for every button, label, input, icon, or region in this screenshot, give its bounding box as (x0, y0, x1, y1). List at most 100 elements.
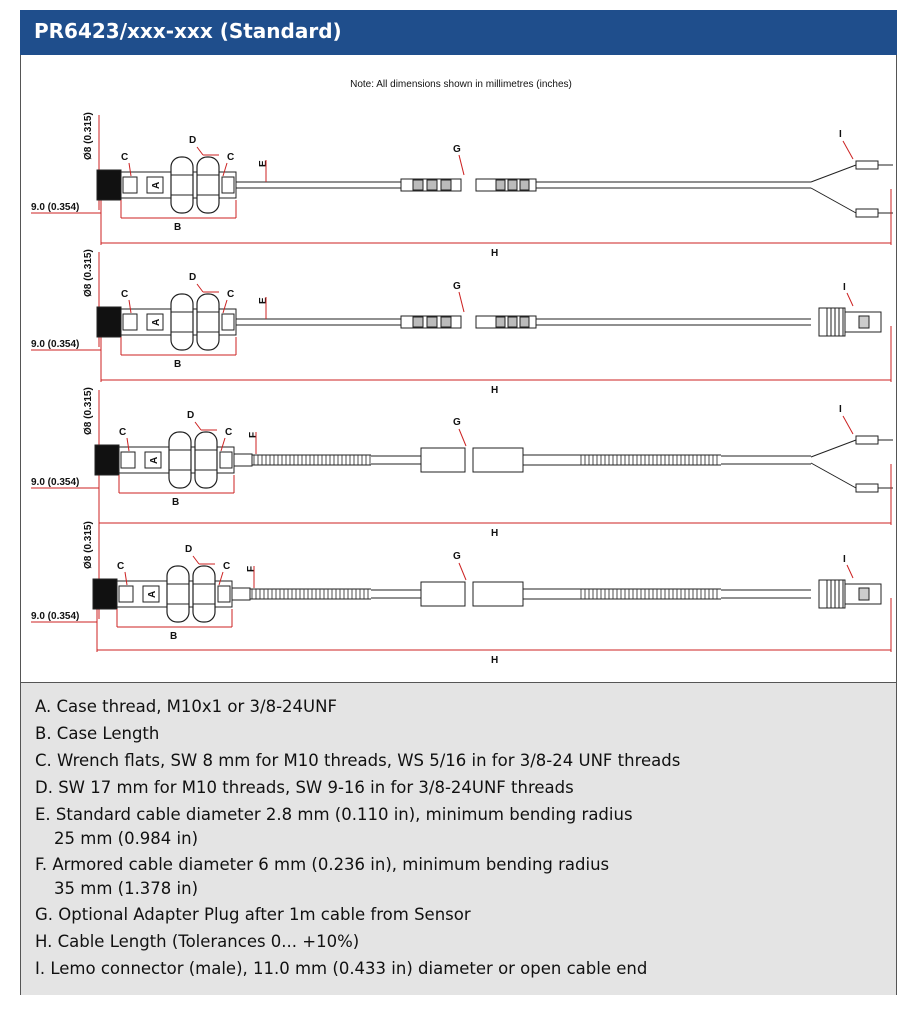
leader-line (846, 292, 854, 307)
label-f: F (246, 566, 257, 572)
leader-line (458, 291, 465, 313)
header-bar: PR6423/xxx-xxx (Standard) (20, 10, 897, 55)
label-c-right: C (227, 152, 234, 163)
diameter-label: Ø8 (0.315) (83, 521, 94, 569)
sensor-drawing-1: Ø8 (0.315) 9.0 (0.354) A C C D B E G I H (31, 112, 893, 259)
label-c-left: C (117, 561, 124, 572)
wrench-flat-left (122, 176, 138, 194)
armored-section (250, 588, 371, 600)
leader-line (222, 162, 228, 177)
plug-grip (426, 316, 438, 328)
tip-length-label: 9.0 (0.354) (31, 339, 79, 350)
label-h: H (491, 528, 498, 539)
dimension-drawing: Note: All dimensions shown in millimetre… (21, 55, 896, 682)
leader-line (192, 555, 200, 565)
sensor-tip (96, 169, 122, 201)
label-i: I (843, 282, 846, 293)
leader-line (220, 437, 226, 452)
lemo-pin (858, 587, 870, 601)
lemo-body (818, 579, 846, 609)
wire-lower (810, 462, 857, 489)
label-g: G (453, 144, 461, 155)
hex-nut-2 (196, 293, 220, 351)
thread-box (142, 585, 160, 603)
plug-grip (440, 316, 452, 328)
label-d: D (189, 135, 196, 146)
diameter-label: Ø8 (0.315) (83, 249, 94, 297)
plug-grip (507, 179, 518, 191)
plug-grip (412, 179, 424, 191)
tip-length-label: 9.0 (0.354) (31, 477, 79, 488)
leader-line (458, 562, 467, 581)
label-b: B (174, 359, 181, 370)
hex-nut-1 (170, 293, 194, 351)
label-c-right: C (223, 561, 230, 572)
adapter-socket (472, 581, 524, 607)
diameter-label: Ø8 (0.315) (83, 112, 94, 160)
wrench-flat-left (122, 313, 138, 331)
label-a: A (151, 182, 162, 189)
sensor-drawing-4: Ø8 (0.315) 9.0 (0.354) A C C D B F G I H (31, 521, 892, 666)
label-g: G (453, 281, 461, 292)
thread-box (144, 451, 162, 469)
wire-upper (810, 164, 857, 183)
legend-item-g: G. Optional Adapter Plug after 1m cable … (35, 905, 471, 924)
label-c-left: C (119, 427, 126, 438)
wrench-flat-right (217, 585, 231, 603)
sensor-tip (96, 306, 122, 338)
label-e: E (258, 160, 269, 167)
plug-grip (519, 316, 530, 328)
lemo-pin (858, 315, 870, 329)
armored-section (580, 588, 721, 600)
leader-line (124, 571, 128, 586)
hex-nut-1 (168, 431, 192, 489)
plug-grip (519, 179, 530, 191)
wire-ferrule-upper (855, 160, 879, 170)
hex-nut-2 (194, 431, 218, 489)
armored-section (580, 454, 721, 466)
hex-nut-1 (170, 156, 194, 214)
plug-grip (426, 179, 438, 191)
legend-item-i: I. Lemo connector (male), 11.0 mm (0.433… (35, 959, 648, 978)
cable-ferrule (231, 587, 251, 601)
label-h: H (491, 385, 498, 396)
leader-line (126, 437, 130, 452)
legend-item-e-cont: 25 mm (0.984 in) (54, 829, 199, 848)
plug-grip (412, 316, 424, 328)
label-h: H (491, 655, 498, 666)
thread-box (146, 176, 164, 194)
plug-grip (507, 316, 518, 328)
legend-item-a: A. Case thread, M10x1 or 3/8-24UNF (35, 697, 337, 716)
adapter-plug (420, 581, 466, 607)
leader-line (458, 428, 467, 447)
legend-item-f: F. Armored cable diameter 6 mm (0.236 in… (35, 855, 610, 874)
leader-line (458, 154, 465, 176)
tip-length-label: 9.0 (0.354) (31, 611, 79, 622)
legend-item-h: H. Cable Length (Tolerances 0... +10%) (35, 932, 360, 951)
label-c-right: C (227, 289, 234, 300)
label-e: E (258, 297, 269, 304)
label-d: D (185, 544, 192, 555)
armored-section (252, 454, 371, 466)
wrench-flat-left (120, 451, 136, 469)
label-d: D (187, 410, 194, 421)
label-i: I (843, 554, 846, 565)
legend-item-b: B. Case Length (35, 724, 160, 743)
wrench-flat-right (219, 451, 233, 469)
wire-ferrule-lower (855, 483, 879, 493)
label-c-left: C (121, 289, 128, 300)
tip-length-label: 9.0 (0.354) (31, 202, 79, 213)
leader-line (128, 299, 132, 314)
sensor-tip (94, 444, 120, 476)
hex-nut-1 (166, 565, 190, 623)
label-b: B (174, 222, 181, 233)
leader-line (196, 283, 204, 293)
page-title: PR6423/xxx-xxx (Standard) (34, 19, 342, 43)
label-a: A (149, 457, 160, 464)
label-b: B (170, 631, 177, 642)
sensor-tip (92, 578, 118, 610)
label-b: B (172, 497, 179, 508)
plug-grip (440, 179, 452, 191)
label-f: F (248, 432, 259, 438)
label-c-right: C (225, 427, 232, 438)
